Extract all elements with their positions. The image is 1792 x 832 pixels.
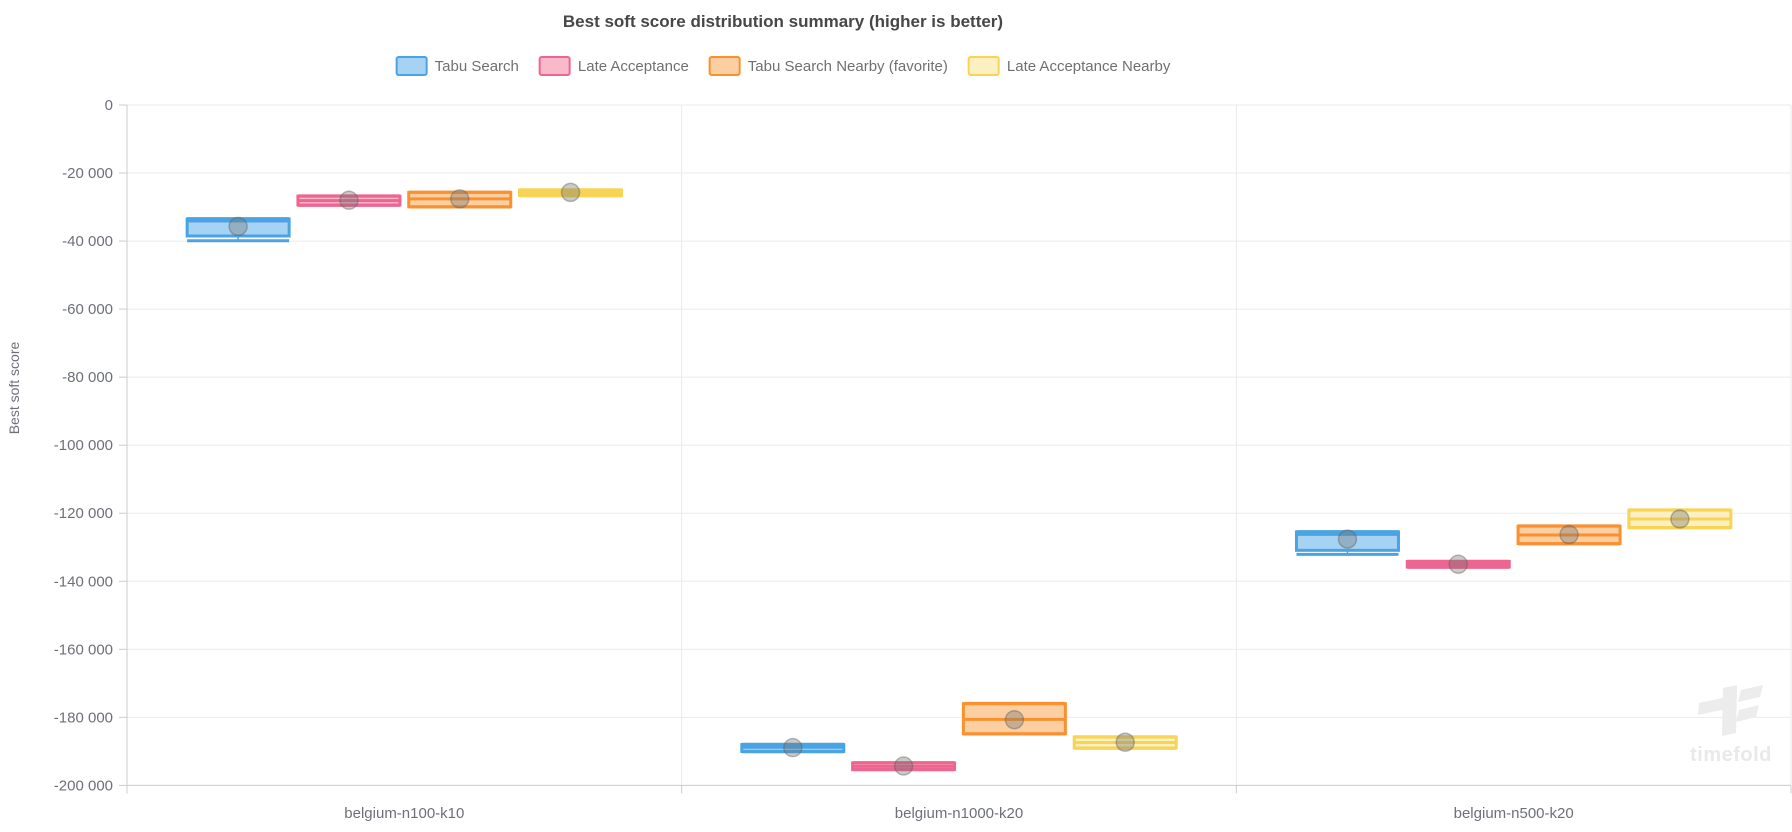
mean-dot	[893, 756, 914, 776]
mean-dot	[560, 182, 581, 203]
boxplot-item[interactable]	[185, 216, 291, 243]
x-category-label: belgium-n1000-k20	[895, 805, 1023, 822]
y-tick-label: -160 000	[54, 641, 113, 658]
boxplot-item[interactable]	[1627, 508, 1733, 530]
legend: Tabu Search Late Acceptance Tabu Search Ne…	[395, 56, 1171, 76]
boxplot-item[interactable]	[740, 737, 846, 758]
legend-swatch	[967, 56, 1000, 76]
y-tick-label: -180 000	[54, 709, 113, 726]
y-tick-label: -40 000	[62, 233, 113, 250]
boxplot-item[interactable]	[518, 182, 624, 203]
mean-dot	[228, 216, 248, 237]
watermark-text: timefold	[1690, 744, 1772, 766]
y-tick-label: 0	[105, 97, 113, 114]
boxplot-item[interactable]	[1516, 524, 1622, 546]
legend-label: Late Acceptance	[577, 57, 689, 75]
legend-item-2[interactable]: Late Acceptance	[538, 56, 689, 76]
watermark: timefold	[1686, 681, 1776, 767]
legend-label: Tabu Search Nearby (favorite)	[747, 57, 948, 75]
quartile-box[interactable]	[185, 217, 291, 238]
y-tick-label: -120 000	[54, 505, 113, 522]
legend-swatch	[708, 56, 741, 76]
boxplot-item[interactable]	[1072, 732, 1178, 752]
mean-dot	[1004, 709, 1025, 730]
mean-dot	[1448, 554, 1469, 575]
y-tick-label: -100 000	[54, 437, 113, 454]
legend-item-3[interactable]: Tabu Search Nearby (favorite)	[708, 56, 948, 76]
y-tick-label: -140 000	[54, 573, 113, 590]
boxplot-item[interactable]	[407, 189, 513, 209]
y-tick-label: -200 000	[54, 777, 113, 794]
mean-dot	[449, 189, 470, 209]
chart-title: Best soft score distribution summary (hi…	[562, 12, 1004, 31]
boxplot-item[interactable]	[1294, 529, 1400, 556]
legend-swatch	[538, 56, 571, 76]
quartile-box[interactable]	[1294, 530, 1400, 552]
legend-swatch	[395, 56, 428, 76]
mean-dot	[1115, 732, 1135, 752]
y-tick-label: -80 000	[62, 369, 113, 386]
x-category-label: belgium-n100-k10	[344, 805, 464, 822]
legend-label: Late Acceptance Nearby	[1006, 57, 1171, 75]
mean-dot	[1670, 509, 1690, 529]
y-tick-label: -60 000	[62, 301, 113, 318]
legend-label: Tabu Search	[434, 57, 519, 75]
boxplot-item[interactable]	[1405, 554, 1511, 575]
mean-dot	[783, 737, 803, 758]
boxplot-item[interactable]	[296, 190, 402, 211]
y-tick-label: -20 000	[62, 165, 113, 182]
mean-dot	[1337, 529, 1358, 549]
legend-item-1[interactable]: Tabu Search	[395, 56, 519, 76]
boxplot-item[interactable]	[961, 701, 1067, 736]
mean-dot	[1559, 524, 1579, 545]
legend-item-4[interactable]: Late Acceptance Nearby	[967, 56, 1171, 76]
timefold-logo-icon	[1698, 685, 1763, 736]
x-category-label: belgium-n500-k20	[1454, 805, 1574, 822]
mean-dot	[339, 190, 359, 211]
boxplot-item[interactable]	[851, 756, 957, 776]
